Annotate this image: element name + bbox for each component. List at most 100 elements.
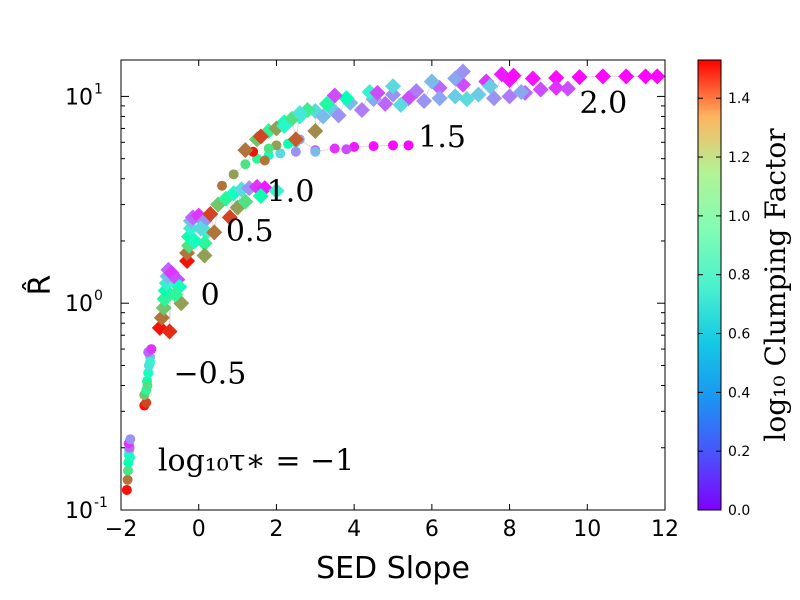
point-s2-2: [153, 309, 170, 326]
x-tick-label-0: −2: [105, 517, 137, 542]
point-s1-5: [143, 367, 154, 378]
point-s6-45: [501, 88, 518, 105]
curve-annotation-0: log₁₀τ∗ = −1: [158, 444, 354, 479]
x-axis-label: SED Slope: [316, 551, 470, 586]
point-s6-22: [252, 128, 269, 145]
point-s5-17: [341, 144, 352, 155]
point-s6-17: [571, 69, 588, 86]
point-s5-0: [217, 180, 228, 191]
point-s0-1: [122, 474, 133, 485]
point-s4-8: [221, 209, 238, 226]
curve-annotation-4: 1.0: [267, 175, 315, 210]
colorbar-tick-label-0: 0.0: [728, 503, 750, 519]
point-s5-11: [388, 140, 398, 151]
point-s2-1: [161, 323, 178, 340]
point-s6-33: [291, 105, 308, 122]
y-tick-label-2: 10: [65, 85, 93, 110]
y-axis-label: R̂: [22, 275, 58, 296]
point-s5-18: [263, 143, 274, 154]
point-s0-0: [121, 484, 132, 495]
x-ticks: −2 0 2 4 6 8 10 12: [105, 60, 679, 542]
point-s2-3: [155, 299, 172, 316]
point-s6-16: [548, 69, 565, 86]
point-s6-57: [392, 96, 409, 113]
point-s1-9: [146, 344, 157, 355]
point-s4-11: [252, 187, 269, 204]
point-s6-51: [454, 63, 471, 80]
y-tick-exponent-2: 1: [94, 81, 103, 97]
point-s6-15: [524, 70, 541, 87]
point-s3-12: [186, 232, 203, 249]
curve-annotation-2: 0: [201, 278, 220, 313]
colorbar-ticks: 0.0 0.2 0.4 0.6 0.8 1.0 1.2 1.4: [698, 91, 750, 519]
scatter-points: [121, 63, 665, 495]
point-s6-44: [486, 90, 503, 107]
curve-annotation-1: −0.5: [173, 356, 246, 391]
point-s6-23: [268, 120, 285, 137]
x-tick-label-3: 4: [347, 517, 361, 542]
curve-annotation-3: 0.5: [226, 214, 274, 249]
plot-area: [121, 60, 665, 510]
point-s6-20: [637, 68, 654, 85]
point-s6-37: [377, 95, 394, 112]
x-tick-label-7: 12: [651, 517, 679, 542]
point-s6-34: [315, 108, 332, 125]
point-s3-13: [192, 220, 209, 237]
x-tick-label-1: 0: [192, 517, 206, 542]
point-s6-39: [416, 93, 433, 110]
point-s6-56: [505, 67, 522, 84]
colorbar-tick-label-3: 0.6: [728, 327, 750, 343]
colorbar-label: log₁₀ Clumping Factor: [759, 128, 792, 442]
point-s6-18: [594, 68, 611, 85]
point-s4-0: [202, 206, 219, 223]
colorbar-tick-label-6: 1.2: [728, 150, 750, 166]
point-s6-35: [330, 107, 347, 124]
point-s5-6: [290, 146, 301, 157]
point-s5-8: [329, 143, 340, 154]
point-s0-8: [124, 452, 135, 463]
point-s6-53: [513, 84, 530, 101]
point-s4-13: [206, 224, 223, 241]
point-s6-54: [559, 80, 576, 97]
point-s6-55: [493, 66, 510, 83]
y-tick-label-0: 10: [65, 499, 93, 524]
point-s6-30: [287, 131, 304, 148]
point-s2-13: [167, 286, 184, 303]
colorbar-tick-label-7: 1.4: [728, 91, 750, 107]
point-s6-32: [276, 117, 293, 134]
point-s5-12: [403, 140, 414, 151]
point-s6-42: [458, 91, 475, 108]
colorbar-tick-label-1: 0.2: [728, 444, 750, 460]
plot-frame: [120, 59, 666, 511]
point-s6-26: [318, 95, 335, 112]
point-s3-11: [196, 247, 213, 264]
point-s6-43: [470, 86, 487, 103]
point-s0-9: [125, 434, 136, 445]
point-s5-9: [349, 141, 360, 152]
point-s6-40: [431, 90, 448, 107]
curve-annotation-6: 2.0: [580, 86, 628, 121]
point-s1-1: [141, 397, 152, 408]
x-tick-label-4: 6: [425, 517, 439, 542]
point-s1-10: [145, 356, 156, 367]
annotations: log₁₀τ∗ = −1 −0.5 00.5 1.0 1.5 2.0: [158, 86, 627, 478]
point-s5-10: [368, 141, 379, 152]
point-s6-36: [353, 101, 370, 118]
x-tick-label-5: 8: [503, 517, 517, 542]
y-tick-exponent-0: -1: [94, 495, 108, 511]
point-s4-12: [268, 182, 285, 199]
point-s6-48: [548, 79, 565, 96]
point-s5-1: [228, 169, 239, 180]
point-s6-27: [338, 90, 355, 107]
point-s3-0: [179, 252, 196, 269]
point-s6-0: [237, 142, 254, 159]
point-s6-58: [369, 84, 386, 101]
curve-annotation-5: 1.5: [418, 120, 466, 155]
point-s6-52: [482, 78, 499, 95]
point-s6-19: [618, 68, 635, 85]
point-s5-20: [259, 155, 270, 166]
point-s1-11: [142, 380, 153, 391]
colorbar: [697, 59, 722, 511]
point-s6-9: [385, 86, 401, 103]
